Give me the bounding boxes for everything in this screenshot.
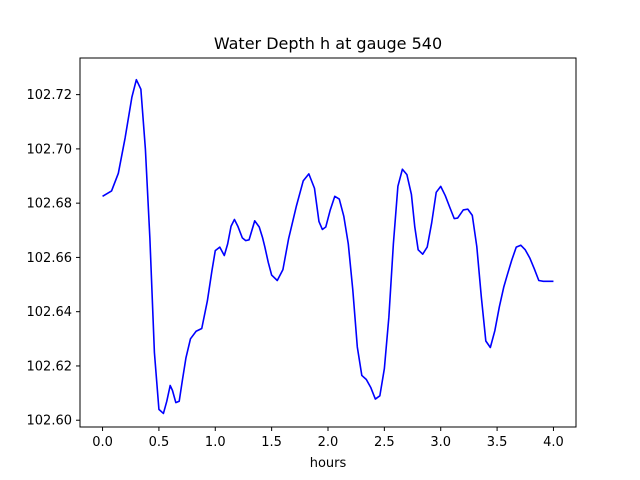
chart-title: Water Depth h at gauge 540 xyxy=(214,34,442,53)
y-tick-label: 102.60 xyxy=(27,414,73,429)
x-tick-label: 1.0 xyxy=(205,435,226,450)
y-tick-label: 102.64 xyxy=(27,305,73,320)
x-tick-label: 2.0 xyxy=(318,435,339,450)
x-tick-label: 1.5 xyxy=(261,435,282,450)
x-tick-label: 4.0 xyxy=(543,435,564,450)
series-line-0 xyxy=(102,78,554,415)
x-axis-label: hours xyxy=(310,456,347,471)
x-tick-label: 0.5 xyxy=(149,435,170,450)
y-tick-label: 102.66 xyxy=(27,251,73,266)
x-tick-label: 0.0 xyxy=(92,435,113,450)
x-tick-label: 3.0 xyxy=(430,435,451,450)
y-tick-label: 102.72 xyxy=(27,88,73,103)
y-axis: 102.60 102.62 102.64 102.66 102.68 102.70 102.… xyxy=(27,88,80,429)
x-tick-label: 3.5 xyxy=(487,435,508,450)
x-tick-label: 2.5 xyxy=(374,435,395,450)
y-tick-label: 102.70 xyxy=(27,142,73,157)
x-axis: 0.0 0.5 1.0 1.5 2.0 2.5 3.0 3.5 4.0 xyxy=(92,427,564,450)
y-tick-label: 102.68 xyxy=(27,197,73,212)
y-tick-label: 102.62 xyxy=(27,359,73,374)
